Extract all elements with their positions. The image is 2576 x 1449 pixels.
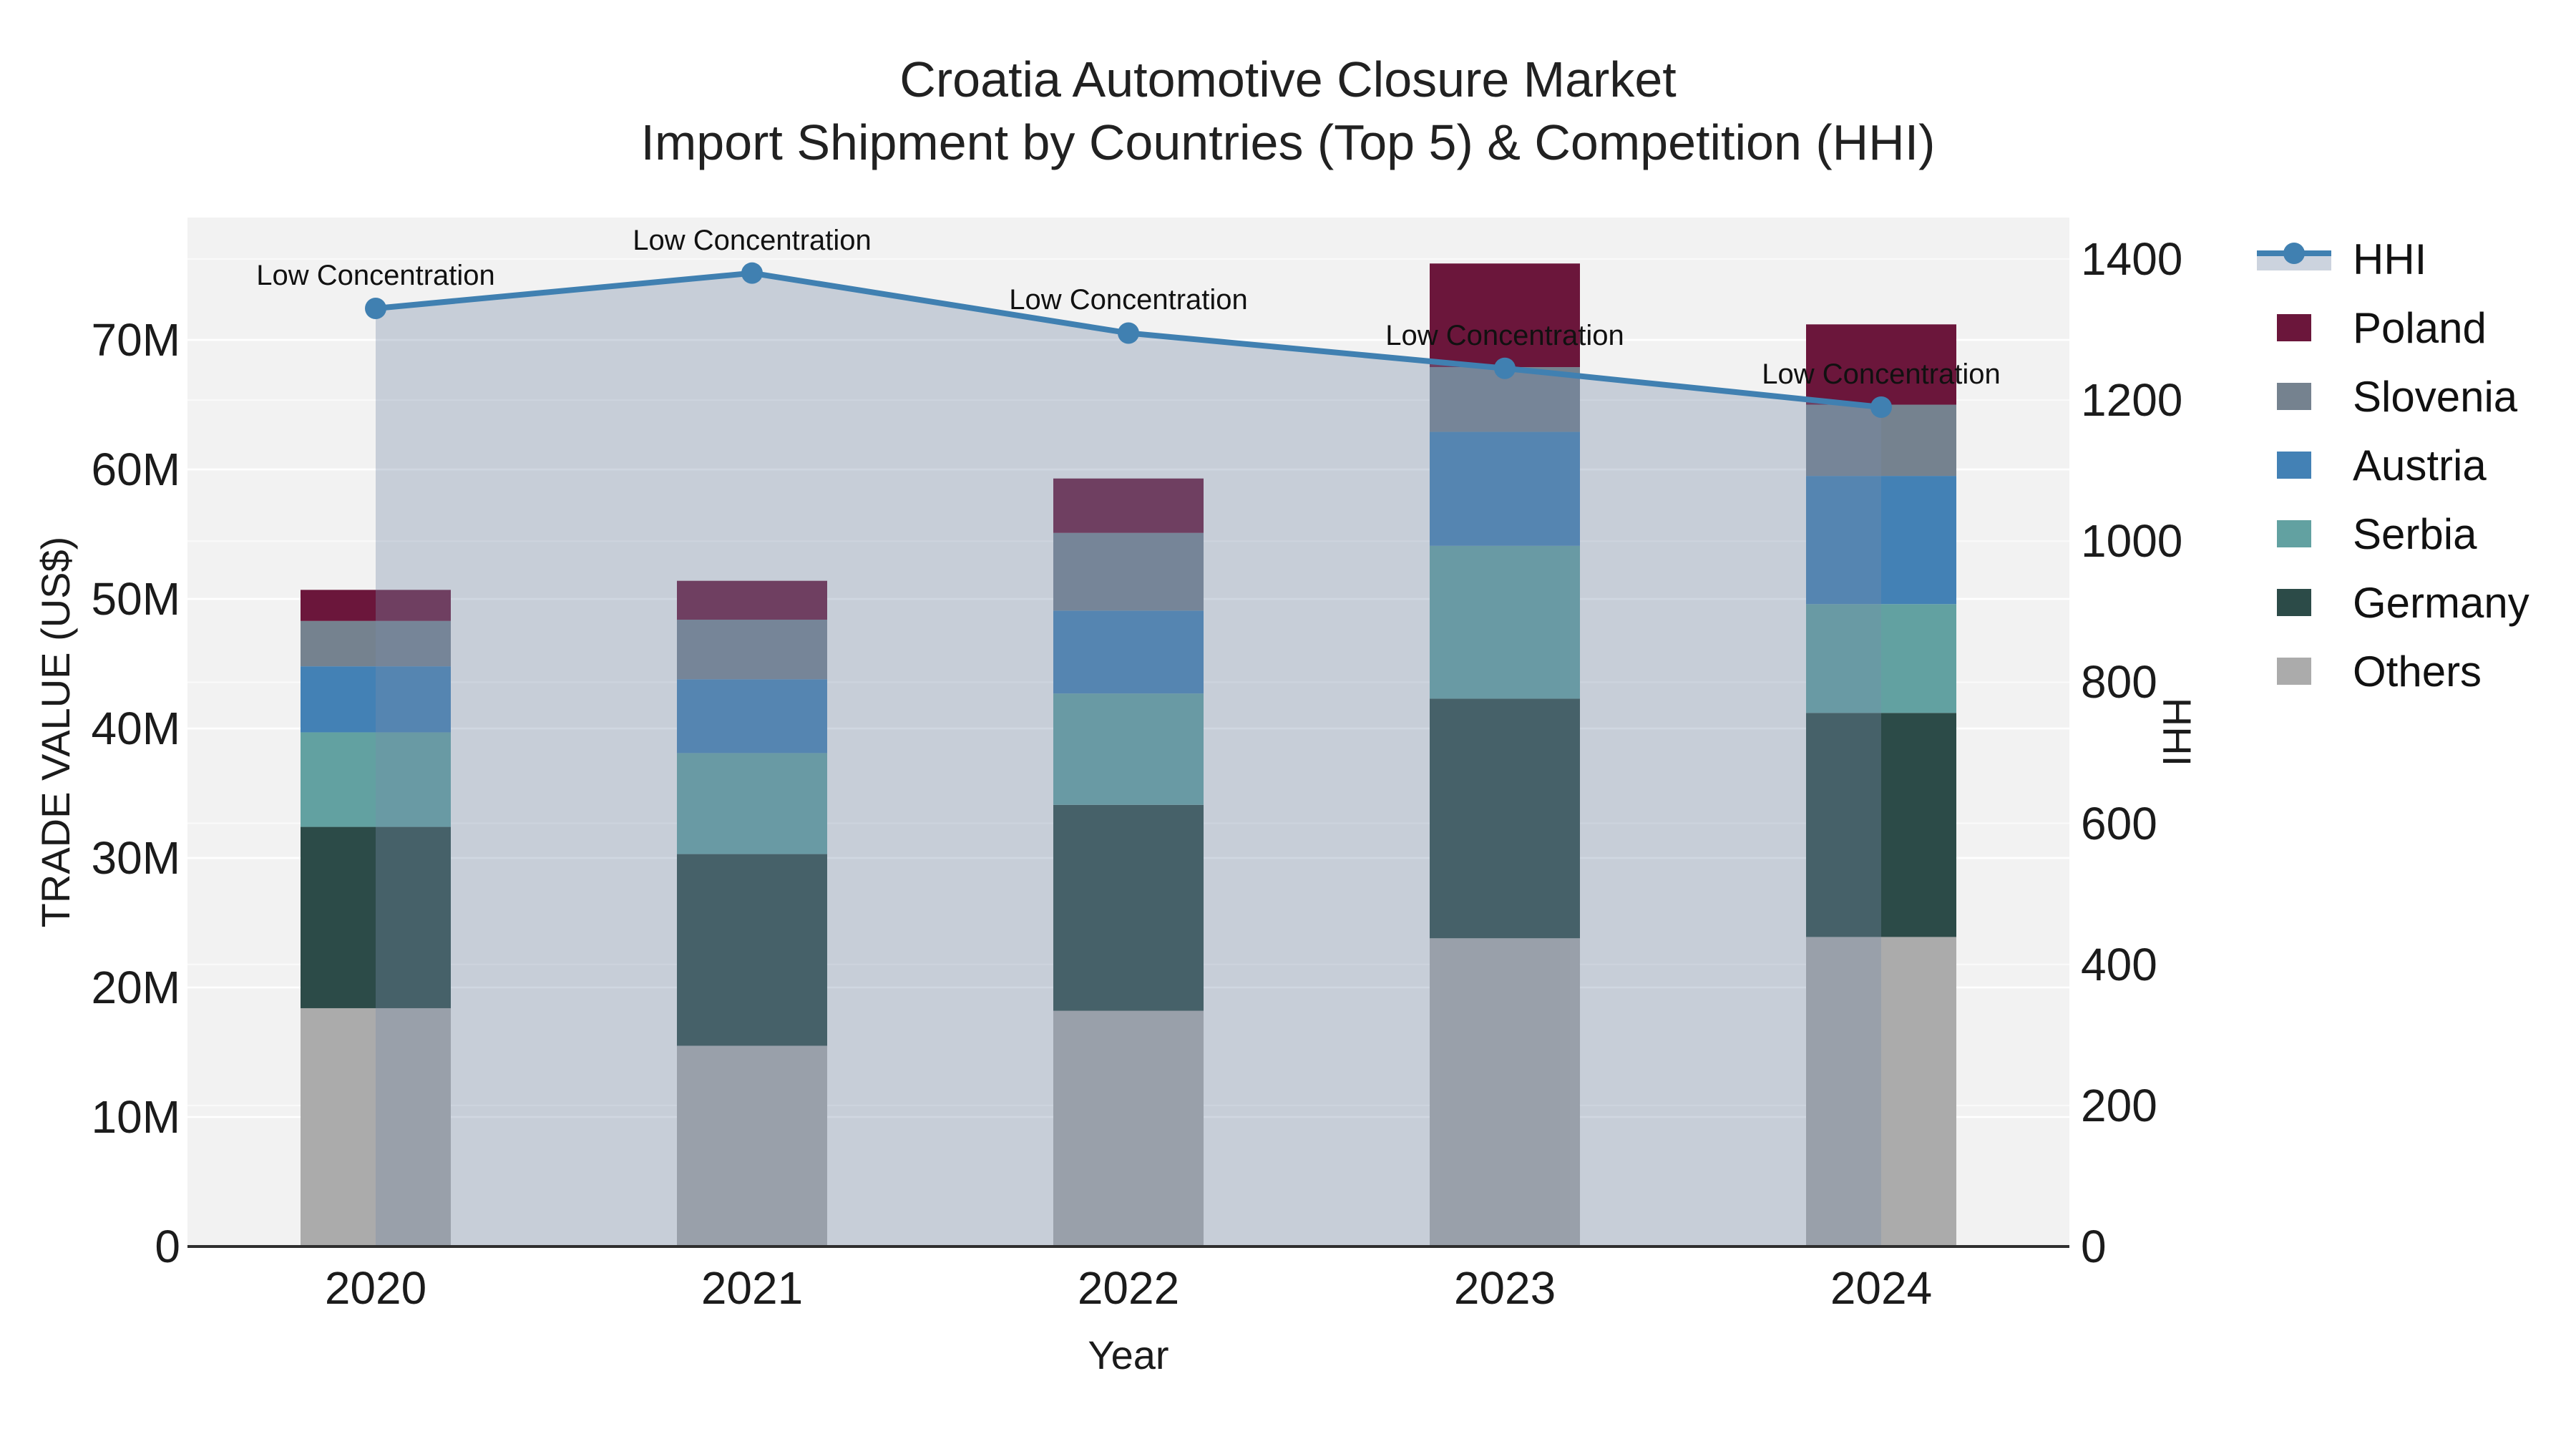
legend-label-serbia: Serbia xyxy=(2353,509,2477,558)
annotation-2022: Low Concentration xyxy=(1009,284,1248,316)
bar-segment-austria-2021[interactable] xyxy=(677,679,827,753)
annotation-2024: Low Concentration xyxy=(1762,358,2001,390)
y2-axis-tick-1200: 1200 xyxy=(2081,374,2183,426)
legend-item-austria[interactable]: Austria xyxy=(2254,431,2529,499)
y2-axis-tick-1000: 1000 xyxy=(2081,515,2183,567)
bar-segment-poland-2020[interactable] xyxy=(301,590,451,621)
color-swatch-others xyxy=(2277,658,2311,685)
bar-segment-germany-2024[interactable] xyxy=(1806,713,1956,937)
bar-segment-serbia-2020[interactable] xyxy=(301,732,451,827)
hhi-marker-2020[interactable] xyxy=(365,297,386,319)
hhi-legend-glyph xyxy=(2257,243,2331,270)
chart-title-line1: Croatia Automotive Closure Market xyxy=(899,52,1677,107)
legend-item-hhi[interactable]: HHI xyxy=(2254,225,2529,293)
y2-axis-tick-200: 200 xyxy=(2081,1079,2157,1131)
legend-swatch-poland xyxy=(2254,314,2334,341)
x-axis-tick-2024: 2024 xyxy=(1830,1262,1933,1314)
bar-segment-poland-2021[interactable] xyxy=(677,580,827,620)
bar-segment-slovenia-2020[interactable] xyxy=(301,620,451,667)
legend-label-hhi: HHI xyxy=(2353,235,2427,283)
bar-segment-serbia-2022[interactable] xyxy=(1053,693,1204,805)
y-axis-tick-0: 0 xyxy=(155,1221,180,1272)
hhi-area xyxy=(376,273,1881,1246)
legend-item-germany[interactable]: Germany xyxy=(2254,568,2529,637)
bar-segment-serbia-2024[interactable] xyxy=(1806,604,1956,713)
legend-swatch-germany xyxy=(2254,589,2334,616)
y2-axis-tick-1400: 1400 xyxy=(2081,233,2183,285)
bar-segment-slovenia-2021[interactable] xyxy=(677,619,827,680)
bar-segment-austria-2022[interactable] xyxy=(1053,610,1204,694)
annotation-2023: Low Concentration xyxy=(1385,319,1624,351)
color-swatch-serbia xyxy=(2277,520,2311,547)
bar-segment-poland-2022[interactable] xyxy=(1053,478,1204,533)
legend-label-austria: Austria xyxy=(2353,441,2487,489)
legend-label-poland: Poland xyxy=(2353,303,2487,352)
legend-label-germany: Germany xyxy=(2353,578,2529,627)
legend-swatch-serbia xyxy=(2254,520,2334,547)
legend-swatch-austria xyxy=(2254,452,2334,479)
x-axis-tick-2021: 2021 xyxy=(701,1262,804,1314)
x-axis-tick-2023: 2023 xyxy=(1453,1262,1556,1314)
y-axis-tick-10M: 10M xyxy=(91,1091,181,1143)
bar-segment-germany-2021[interactable] xyxy=(677,854,827,1046)
bar-segment-slovenia-2022[interactable] xyxy=(1053,532,1204,611)
y-axis-tick-50M: 50M xyxy=(91,573,181,625)
bar-segment-germany-2020[interactable] xyxy=(301,826,451,1008)
annotation-2021: Low Concentration xyxy=(633,224,872,256)
hhi-marker-swatch xyxy=(2283,243,2305,264)
bar-segment-austria-2020[interactable] xyxy=(301,666,451,733)
y2-axis-tick-400: 400 xyxy=(2081,938,2157,990)
color-swatch-germany xyxy=(2277,589,2311,616)
legend-label-slovenia: Slovenia xyxy=(2353,372,2518,421)
hhi-marker-2024[interactable] xyxy=(1870,396,1892,418)
y-axis-tick-60M: 60M xyxy=(91,444,181,496)
chart-title-line2: Import Shipment by Countries (Top 5) & C… xyxy=(640,114,1936,170)
y2-axis-tick-600: 600 xyxy=(2081,797,2157,849)
bar-segment-serbia-2023[interactable] xyxy=(1430,545,1580,699)
legend-item-poland[interactable]: Poland xyxy=(2254,293,2529,362)
legend-item-others[interactable]: Others xyxy=(2254,637,2529,706)
y2-axis-tick-0: 0 xyxy=(2081,1221,2107,1272)
hhi-marker-2022[interactable] xyxy=(1118,322,1139,344)
x-axis-title: Year xyxy=(1088,1332,1169,1377)
color-swatch-austria xyxy=(2277,452,2311,479)
legend: HHI Poland Slovenia Austria Serbia Germany Oth… xyxy=(2254,225,2529,706)
y-axis-tick-40M: 40M xyxy=(91,703,181,755)
bar-segment-poland-2023[interactable] xyxy=(1430,263,1580,368)
bar-segment-austria-2024[interactable] xyxy=(1806,476,1956,605)
legend-item-serbia[interactable]: Serbia xyxy=(2254,499,2529,568)
bar-segment-serbia-2021[interactable] xyxy=(677,753,827,854)
bar-segment-others-2024[interactable] xyxy=(1806,937,1956,1246)
x-axis-tick-2022: 2022 xyxy=(1077,1262,1180,1314)
hhi-marker-2021[interactable] xyxy=(741,262,763,284)
bar-segment-poland-2024[interactable] xyxy=(1806,324,1956,405)
legend-swatch-slovenia xyxy=(2254,383,2334,410)
bar-segment-others-2021[interactable] xyxy=(677,1045,827,1246)
bar-segment-germany-2022[interactable] xyxy=(1053,804,1204,1011)
y-axis-tick-70M: 70M xyxy=(91,314,181,366)
legend-swatch-others xyxy=(2254,658,2334,685)
bar-segment-others-2022[interactable] xyxy=(1053,1010,1204,1246)
bar-segment-others-2020[interactable] xyxy=(301,1008,451,1246)
y2-axis-title: HHI xyxy=(2155,697,2200,767)
bar-segment-germany-2023[interactable] xyxy=(1430,698,1580,939)
y-axis-title: TRADE VALUE (US$) xyxy=(33,536,78,928)
legend-item-slovenia[interactable]: Slovenia xyxy=(2254,362,2529,431)
y2-axis-tick-800: 800 xyxy=(2081,656,2157,708)
color-swatch-slovenia xyxy=(2277,383,2311,410)
annotation-2020: Low Concentration xyxy=(256,259,495,291)
color-swatch-poland xyxy=(2277,314,2311,341)
legend-label-others: Others xyxy=(2353,647,2482,696)
y-axis-tick-20M: 20M xyxy=(91,962,181,1013)
y-axis-tick-30M: 30M xyxy=(91,832,181,884)
bar-segment-austria-2023[interactable] xyxy=(1430,431,1580,546)
hhi-marker-2023[interactable] xyxy=(1494,357,1516,379)
hhi-line-legend-sample xyxy=(2254,243,2334,270)
x-axis-tick-2020: 2020 xyxy=(324,1262,427,1314)
bar-segment-others-2023[interactable] xyxy=(1430,938,1580,1246)
